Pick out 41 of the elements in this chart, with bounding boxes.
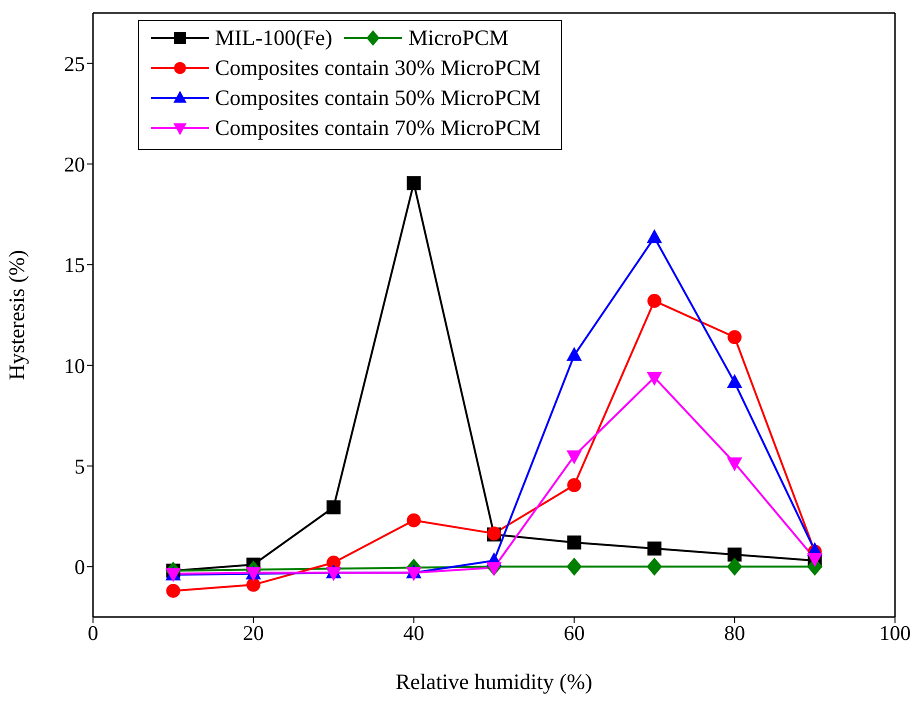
legend-label: Composites contain 70% MicroPCM	[215, 115, 541, 141]
y-tick-label: 5	[74, 454, 85, 478]
point	[646, 229, 662, 244]
point	[646, 558, 662, 576]
point	[326, 500, 341, 514]
x-tick-label: 40	[403, 620, 424, 645]
point	[566, 558, 582, 576]
y-tick-label: 10	[64, 354, 85, 378]
point	[246, 578, 260, 592]
point	[406, 176, 421, 190]
x-tick-label: 100	[879, 620, 911, 645]
point	[566, 450, 582, 464]
point	[728, 330, 742, 344]
x-axis-title: Relative humidity (%)	[396, 669, 592, 694]
point	[567, 536, 582, 550]
legend-label: Composites contain 30% MicroPCM	[215, 55, 541, 81]
y-tick-label: 25	[64, 52, 85, 76]
point	[726, 374, 742, 388]
y-axis-title: Hysteresis (%)	[4, 250, 29, 380]
point	[726, 558, 742, 576]
point	[728, 548, 742, 562]
x-tick-label: 20	[242, 620, 264, 645]
point	[567, 478, 582, 492]
legend-label: MIL-100(Fe)	[215, 25, 332, 51]
y-tick-label: 0	[74, 555, 85, 580]
x-tick-label: 80	[724, 620, 746, 645]
point	[647, 542, 662, 556]
point	[646, 372, 662, 386]
point	[726, 457, 742, 472]
y-tick-label: 20	[64, 152, 85, 176]
legend-label: Composites contain 50% MicroPCM	[215, 85, 541, 111]
point	[326, 567, 342, 582]
point	[647, 294, 662, 308]
point	[406, 513, 421, 528]
point	[566, 346, 582, 361]
legend-label: MicroPCM	[408, 25, 509, 51]
y-tick-label: 15	[64, 253, 85, 278]
x-tick-label: 60	[564, 620, 585, 645]
point	[486, 562, 502, 576]
point	[406, 567, 422, 582]
point	[166, 584, 180, 598]
